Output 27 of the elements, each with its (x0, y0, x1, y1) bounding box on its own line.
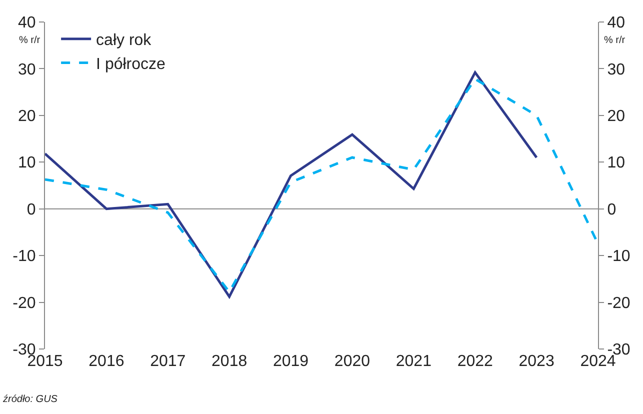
y2-tick-label: 40 (607, 14, 626, 32)
y-tick-label: 0 (26, 201, 36, 218)
y2-tick-label: 20 (607, 108, 626, 126)
y-tick-label: 30 (18, 61, 36, 78)
text: % r/r (19, 35, 41, 46)
text: źródło: GUS (2, 394, 58, 405)
y2-tick-label: 10 (607, 154, 626, 172)
y2-tick-label: -10 (607, 248, 630, 266)
y2-tick-label: -20 (607, 294, 630, 312)
text: % r/r (604, 35, 626, 46)
x-tick-label: 2016 (88, 353, 124, 370)
x-tick-label: 2022 (457, 353, 494, 370)
x-tick-label: 2023 (518, 353, 554, 370)
legend-label: I półrocze (96, 56, 166, 73)
y2-tick-label: 0 (607, 201, 616, 218)
legend-label: cały rok (96, 32, 152, 50)
y-tick-label: 10 (18, 154, 36, 172)
y-tick-label: 40 (18, 14, 36, 32)
x-tick-label: 2018 (212, 353, 248, 370)
x-tick-label: 2017 (150, 353, 186, 370)
y-tick-label: -20 (12, 294, 36, 312)
y-tick-label: 20 (18, 108, 36, 126)
y-tick-label: -10 (12, 248, 36, 266)
y2-tick-label: 30 (607, 61, 626, 78)
x-tick-label: 2021 (396, 353, 432, 370)
x-tick-label: 2019 (272, 353, 309, 370)
x-tick-label: 2020 (334, 353, 370, 370)
